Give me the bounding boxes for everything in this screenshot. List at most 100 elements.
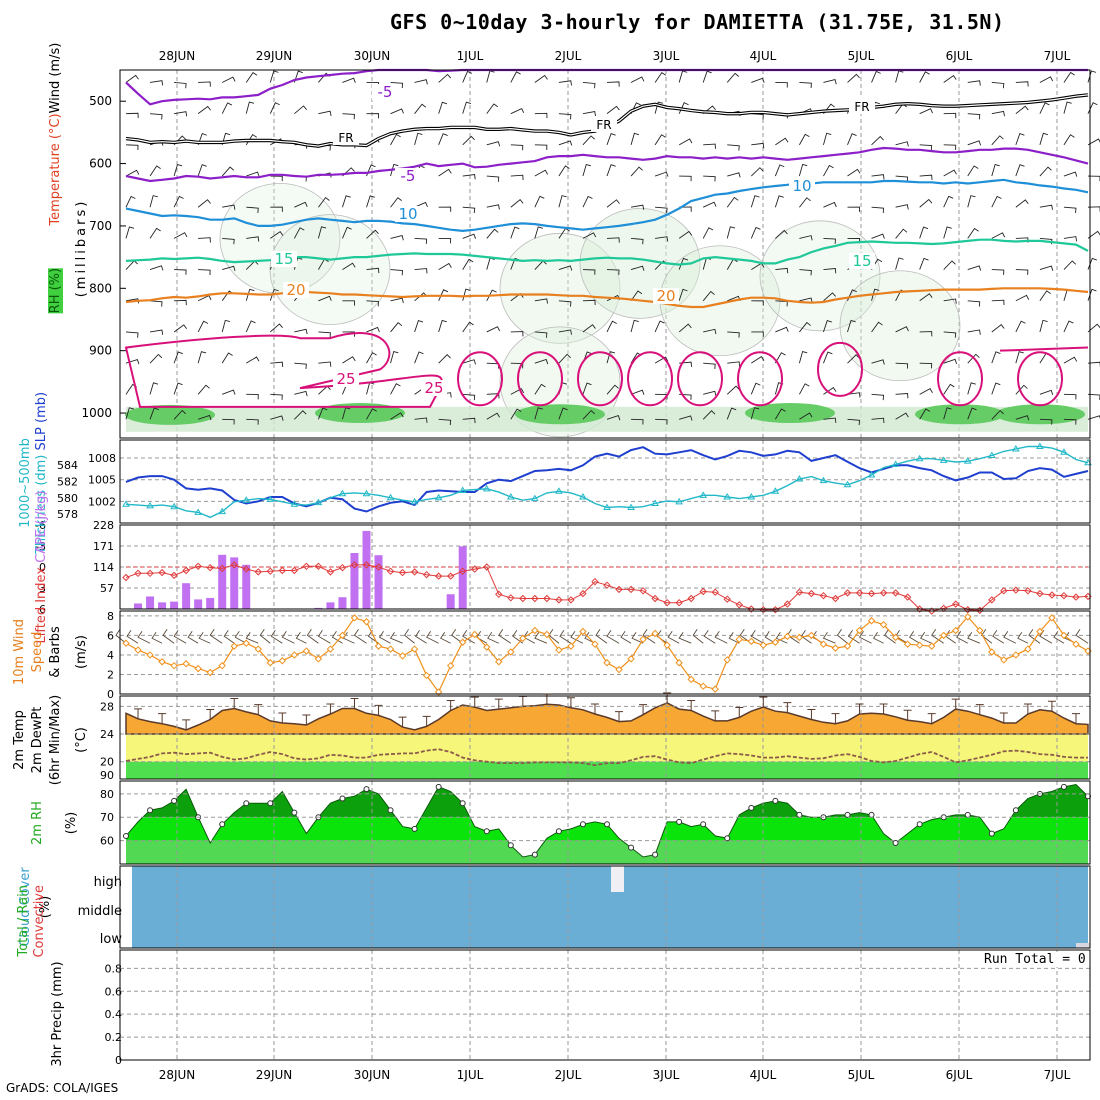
rh-point-74: [1012, 807, 1019, 814]
rh2m-frame: [119, 780, 1091, 865]
li-point-30: [483, 563, 491, 571]
wind-barb: [678, 70, 688, 83]
wind-barb: [654, 356, 669, 364]
wind-barb: [582, 135, 595, 146]
wind-barb: [751, 356, 765, 364]
pressure-tick-600: 600: [89, 157, 112, 171]
wind10m-ylabel-b: Speed: [30, 631, 45, 673]
wind10m-barb-12: [259, 628, 271, 644]
thickness-point-36: [555, 487, 563, 494]
wind-barb: [919, 226, 929, 239]
wind-barb: [1039, 418, 1053, 425]
li-tick--3: -3: [35, 540, 46, 553]
cape-label: CAPE (J/kg): [34, 490, 49, 563]
wind10m-point-61: [855, 626, 864, 635]
wind-barb: [1063, 418, 1077, 425]
temperature-label: Temperature (°C): [48, 113, 63, 226]
millibars-label: (millibars): [74, 198, 89, 298]
rh-point-40: [604, 821, 610, 828]
li-point-24: [410, 568, 419, 576]
wind-barb: [654, 101, 663, 114]
wind10m-point-37: [567, 642, 575, 650]
li-point-57: [807, 589, 816, 598]
temp-range-67: [927, 713, 936, 724]
wind10m-point-8: [218, 661, 226, 670]
rh-point-42: [628, 844, 635, 851]
wind10m-point-50: [723, 656, 731, 664]
thickness-point-46: [675, 497, 684, 505]
cape-bar-10: [242, 564, 251, 609]
precip-frame: [119, 949, 1091, 1061]
contour-label-10: FR: [338, 131, 353, 145]
wind10m-point-58: [819, 640, 828, 648]
wind-barb: [149, 329, 164, 335]
wind-barb: [246, 393, 259, 400]
wind10m-point-56: [795, 633, 804, 642]
wind-barb: [823, 132, 832, 145]
wind-barb: [221, 102, 233, 114]
wind-barb: [246, 236, 260, 242]
temp-range-33: [518, 695, 527, 707]
wind-barb: [342, 77, 356, 83]
wind-tick-8: 8: [107, 610, 114, 623]
temp-range-77: [1047, 700, 1056, 712]
bottom-date-3JUL: 3JUL: [653, 1068, 680, 1082]
wind-barb: [582, 382, 592, 395]
rh-point-12: [267, 800, 274, 807]
li-tick--6: -6: [35, 519, 46, 532]
wind10m-point-79: [1072, 640, 1080, 648]
precip-tick-0.8: 0.8: [105, 962, 123, 975]
wind-barb: [798, 163, 808, 177]
contour-label-5: 15: [852, 252, 871, 270]
wind-barb: [774, 164, 785, 177]
temp-range-21: [374, 704, 383, 716]
wind-barb: [823, 268, 837, 274]
wind-barb: [342, 195, 351, 208]
rh-shade-moist-4: [915, 404, 1005, 425]
wind-barb: [1039, 166, 1052, 177]
wind-barb: [125, 226, 135, 239]
wind-barb: [149, 195, 158, 208]
thickness-ylabel-a: 1000~500mb: [18, 438, 33, 528]
wind-barb: [414, 268, 428, 274]
wind-barb: [245, 71, 258, 83]
wind-barb: [654, 320, 665, 333]
wind-barb: [1039, 389, 1054, 395]
wind10m-point-59: [831, 644, 840, 652]
wind-barb: [823, 319, 832, 333]
wind-barb: [462, 233, 477, 239]
wind-barb: [654, 71, 667, 83]
wind10m-point-5: [182, 660, 190, 668]
temp-range-25: [422, 715, 431, 727]
li-point-49: [711, 588, 719, 596]
wind-barb: [798, 350, 808, 364]
wind-barb: [750, 382, 761, 395]
wind10m-barb-16: [306, 628, 319, 644]
wind10m-point-48: [699, 682, 707, 690]
wind-label: Wind (m/s): [48, 42, 63, 114]
isotherm-25-loop-6: [817, 341, 863, 397]
wind-barb: [703, 175, 716, 182]
wind-barb: [871, 393, 885, 401]
temp-range-69: [951, 698, 960, 710]
wind-barb: [414, 237, 428, 244]
li-tick-3: 3: [39, 582, 46, 595]
wind10m-barb-4: [162, 628, 175, 644]
wind10m-point-44: [651, 629, 659, 638]
wind-barb: [703, 143, 716, 149]
wind-barb: [582, 82, 596, 89]
temp-tick-28: 28: [100, 700, 114, 713]
wind-barb: [486, 412, 500, 420]
wind-barb: [919, 257, 929, 270]
wind10m-point-12: [266, 659, 275, 667]
wind-barb: [366, 326, 380, 333]
wind-barb: [943, 331, 957, 338]
wind10m-barb-53: [750, 629, 764, 644]
wind10m-barb-20: [353, 628, 367, 644]
wind-barb: [174, 111, 188, 117]
wind-barb: [751, 77, 765, 83]
bottom-date-6JUL: 6JUL: [946, 1068, 973, 1082]
wind-barb: [967, 165, 979, 177]
thickness-point-58: [819, 476, 828, 484]
